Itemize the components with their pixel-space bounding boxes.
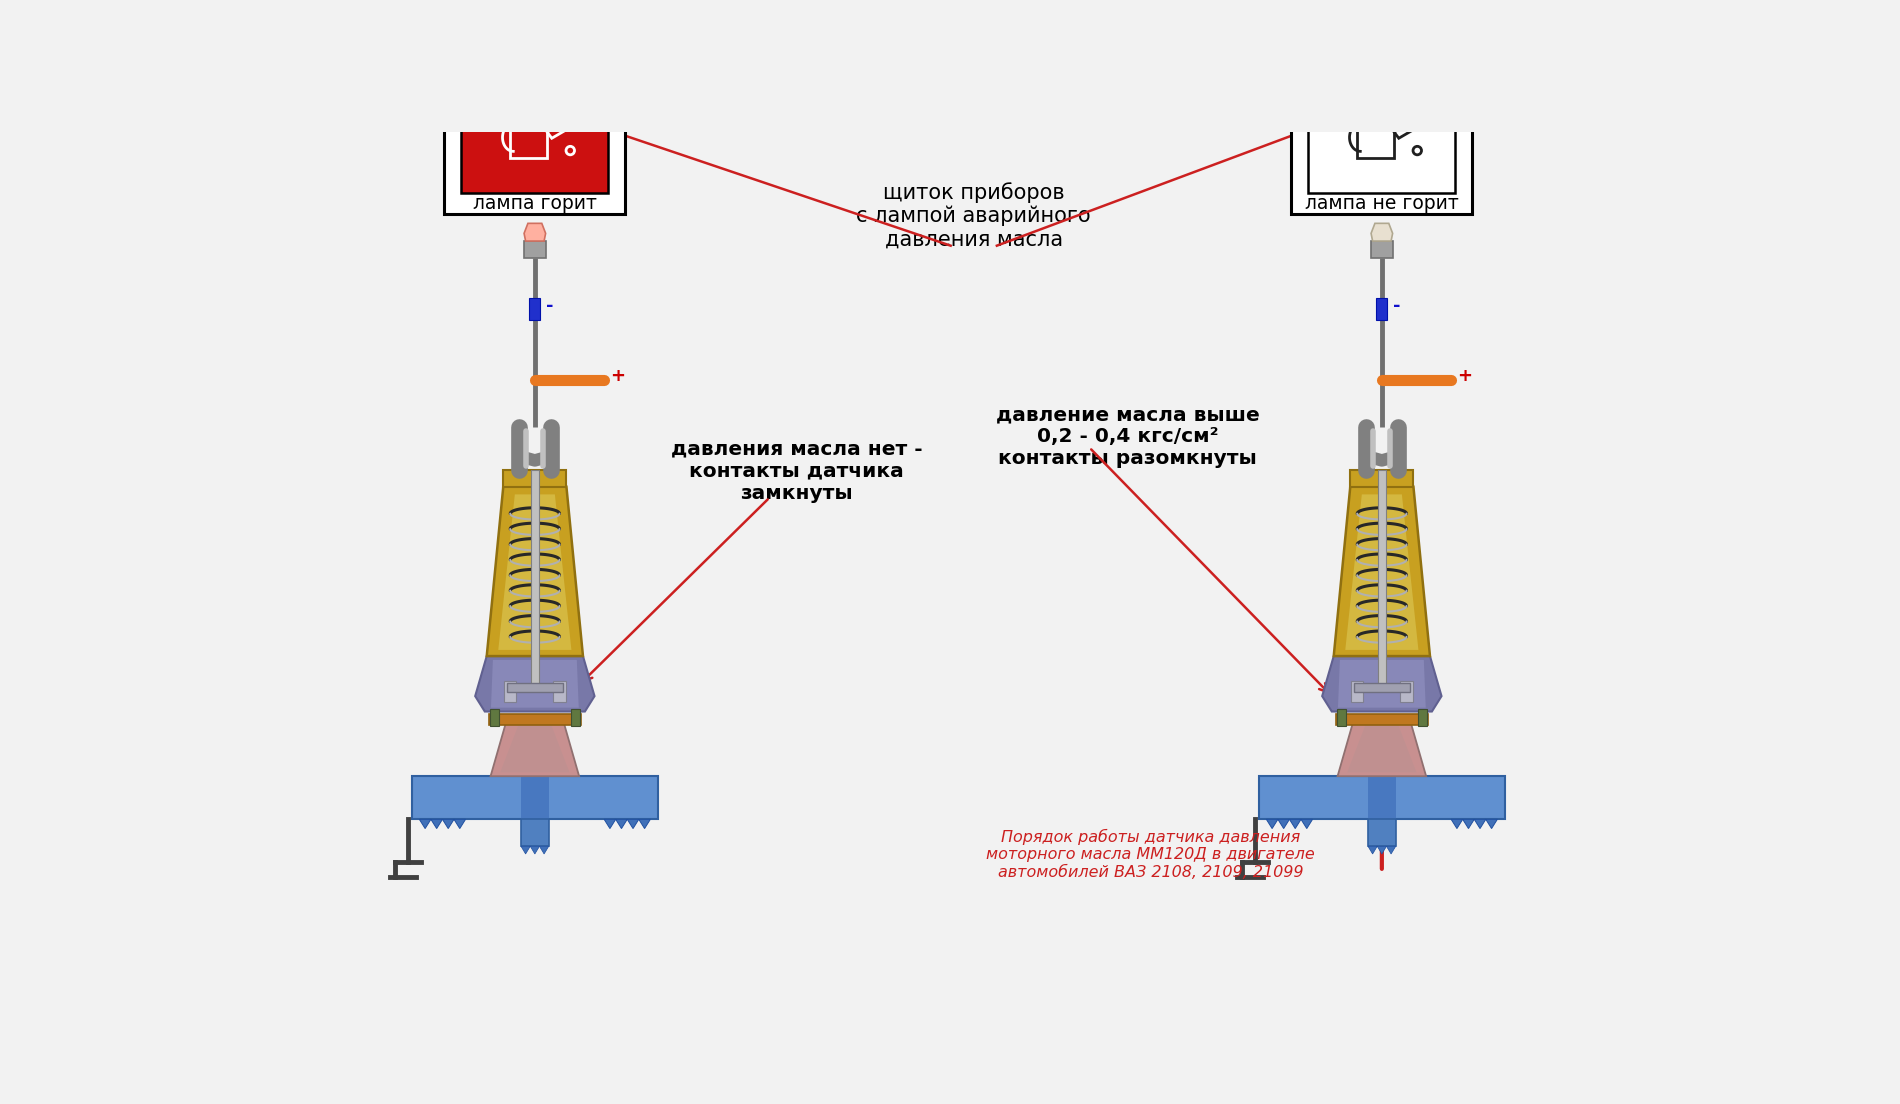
Polygon shape: [1267, 819, 1279, 829]
Polygon shape: [431, 819, 443, 829]
Polygon shape: [1279, 819, 1290, 829]
Bar: [1309, 91, 1455, 192]
Bar: [1368, 819, 1396, 847]
Bar: [1368, 776, 1396, 819]
Bar: [1351, 469, 1414, 487]
Polygon shape: [1338, 660, 1425, 708]
Polygon shape: [490, 660, 580, 708]
Bar: [530, 469, 540, 689]
Bar: [1417, 709, 1427, 726]
Circle shape: [1414, 147, 1421, 155]
Bar: [462, 91, 608, 192]
Polygon shape: [540, 847, 549, 854]
Text: лампа не горит: лампа не горит: [1305, 194, 1459, 213]
Text: лампа горит: лампа горит: [473, 194, 597, 213]
Text: щиток приборов
с лампой аварийного
давления масла: щиток приборов с лампой аварийного давле…: [857, 182, 1091, 250]
Polygon shape: [443, 819, 454, 829]
Polygon shape: [1378, 847, 1387, 854]
Polygon shape: [420, 819, 431, 829]
Bar: [521, 776, 549, 819]
Bar: [553, 681, 566, 702]
Bar: [507, 683, 562, 692]
Text: давления масла нет -
контакты датчика
замкнуты: давления масла нет - контакты датчика за…: [671, 439, 923, 502]
Polygon shape: [521, 847, 530, 854]
Bar: [1355, 683, 1410, 692]
Bar: [1400, 681, 1414, 702]
Polygon shape: [475, 656, 595, 711]
Polygon shape: [530, 847, 540, 854]
Bar: [1376, 298, 1387, 319]
Polygon shape: [524, 223, 545, 241]
Text: давление масла выше
0,2 - 0,4 кгс/см²
контакты разомкнуты: давление масла выше 0,2 - 0,4 кгс/см² ко…: [996, 405, 1260, 468]
Bar: [1258, 776, 1505, 819]
Polygon shape: [490, 719, 580, 776]
Bar: [1292, 72, 1472, 214]
Bar: [1351, 681, 1364, 702]
Bar: [412, 776, 657, 819]
Bar: [445, 72, 625, 214]
Circle shape: [566, 147, 574, 155]
Polygon shape: [1372, 223, 1393, 241]
Polygon shape: [1334, 487, 1431, 656]
Polygon shape: [638, 819, 650, 829]
Polygon shape: [486, 487, 583, 656]
Text: +: +: [610, 367, 625, 385]
Polygon shape: [1463, 819, 1474, 829]
Bar: [1372, 241, 1393, 258]
Bar: [521, 819, 549, 847]
Polygon shape: [604, 819, 616, 829]
Text: +: +: [1457, 367, 1472, 385]
Polygon shape: [1290, 819, 1302, 829]
Polygon shape: [1387, 847, 1396, 854]
Bar: [488, 714, 581, 724]
Bar: [1338, 709, 1345, 726]
Polygon shape: [1345, 495, 1419, 650]
Bar: [524, 241, 545, 258]
Polygon shape: [1452, 819, 1463, 829]
Polygon shape: [1302, 819, 1313, 829]
Bar: [530, 298, 540, 319]
Bar: [511, 129, 547, 158]
Text: -: -: [547, 297, 555, 315]
Bar: [570, 709, 580, 726]
Polygon shape: [500, 722, 570, 773]
Polygon shape: [454, 819, 466, 829]
Polygon shape: [547, 121, 570, 138]
Bar: [504, 469, 566, 487]
Polygon shape: [627, 819, 638, 829]
Polygon shape: [498, 495, 572, 650]
Polygon shape: [1368, 847, 1378, 854]
Bar: [1378, 469, 1385, 689]
Polygon shape: [1395, 121, 1417, 138]
Text: Порядок работы датчика давления
моторного масла ММ120Д в двигателе
автомобилей В: Порядок работы датчика давления моторног…: [986, 829, 1315, 880]
Bar: [490, 709, 500, 726]
Polygon shape: [1486, 819, 1497, 829]
Polygon shape: [1474, 819, 1486, 829]
Polygon shape: [1322, 656, 1442, 711]
Bar: [504, 681, 517, 702]
Bar: [1336, 714, 1429, 724]
Text: -: -: [1393, 297, 1400, 315]
Polygon shape: [1338, 719, 1427, 776]
Polygon shape: [616, 819, 627, 829]
Polygon shape: [1347, 722, 1417, 773]
Bar: [1357, 129, 1395, 158]
